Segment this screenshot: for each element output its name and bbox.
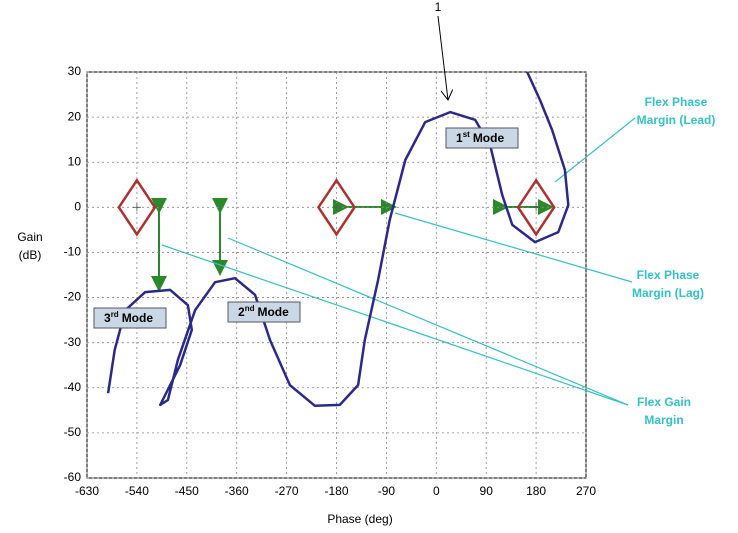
mode-text: Mode [257,305,289,319]
y-tick-label: -60 [64,470,82,484]
note-label: Margin (Lag) [632,286,704,300]
mode-number: 1 [456,131,463,145]
mode-number: 3 [104,311,111,325]
y-tick-label: 30 [68,64,82,78]
x-tick-label: -450 [175,484,199,498]
y-tick-label: 10 [68,154,82,168]
y-tick-label: -50 [64,425,82,439]
x-tick-label: -630 [75,484,99,498]
x-axis-label: Phase (deg) [327,512,392,526]
pointer-arrow [437,15,448,100]
mode-text: Mode [473,131,505,145]
mode-label: 2nd Mode [238,304,289,319]
note-leaders [161,117,636,406]
x-tick-label: -360 [225,484,249,498]
mode-label: 1st Mode [456,130,504,145]
critical-cross [132,203,141,212]
y-tick-label: -30 [64,335,82,349]
x-tick-label: -180 [324,484,348,498]
note-label: Flex Gain [637,395,691,409]
x-tick-label: -540 [125,484,149,498]
x-tick-label: 0 [433,484,440,498]
line [106,71,570,408]
note-label: Margin [644,413,683,427]
note-label: Flex Phase [637,268,700,282]
mode-number: 2 [238,305,245,319]
y-axis-label: Gain [17,230,42,244]
mode-label: 3rd Mode [104,310,153,325]
y-axis-label: (dB) [19,248,42,262]
y-tick-label: -10 [64,245,82,259]
y-tick-label: -40 [64,380,82,394]
x-tick-label: 180 [526,484,546,498]
critical-point [316,178,357,237]
x-tick-label: 90 [480,484,494,498]
note-label: Margin (Lead) [637,113,716,127]
mode-suffix: rd [111,310,119,319]
note-label: Flex Phase [645,95,708,109]
mode-box [445,127,519,149]
mode-text: Mode [122,311,154,325]
y-tick-label: 0 [74,200,81,214]
critical-point [516,178,556,237]
x-tick-label: 270 [576,484,596,498]
x-tick-label: -270 [275,484,299,498]
critical-cross [532,203,541,212]
x-tick-label: -90 [378,484,396,498]
marker-label: 1 [435,0,442,14]
mode-box [93,307,167,329]
y-tick-label: 20 [68,109,82,123]
critical-point [117,178,157,237]
y-tick-label: -20 [64,290,82,304]
mode-suffix: st [463,130,470,139]
mode-suffix: nd [245,304,255,313]
critical-cross [332,203,341,212]
mode-box [227,301,301,323]
